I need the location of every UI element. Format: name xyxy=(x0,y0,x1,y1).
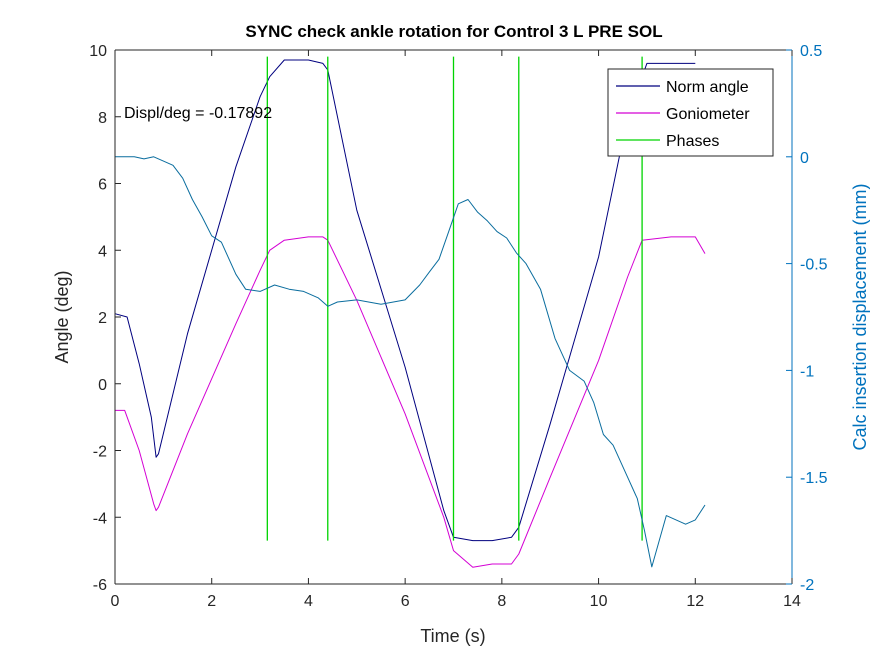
legend: Norm angle Goniometer Phases xyxy=(607,68,774,157)
y-axis-label-right: Calc insertion displacement (mm) xyxy=(850,183,870,450)
y-tick-label-left: -6 xyxy=(93,577,107,594)
y-tick-label-left: -2 xyxy=(93,444,107,461)
y-tick-label-left: 0 xyxy=(98,377,107,394)
x-tick-label: 12 xyxy=(686,593,704,610)
y-tick-label-right: -0.5 xyxy=(800,257,828,274)
legend-label-goniometer: Goniometer xyxy=(666,106,750,123)
x-tick-label: 6 xyxy=(401,593,410,610)
y-tick-label-left: 4 xyxy=(98,243,107,260)
y-tick-label-left: -4 xyxy=(93,510,107,527)
y-tick-label-right: 0.5 xyxy=(800,43,822,60)
legend-label-norm-angle: Norm angle xyxy=(666,79,749,96)
x-tick-label: 14 xyxy=(783,593,801,610)
y-tick-label-right: -1.5 xyxy=(800,470,828,487)
x-tick-label: 4 xyxy=(304,593,313,610)
legend-label-phases: Phases xyxy=(666,133,719,150)
series-line-calc-insertion-displacement xyxy=(115,156,706,568)
axes-layer: 0 2 4 6 8 10 12 14 -6 -4 -2 0 2 4 6 8 10 -2 -1.5 -1 -0.5 0 0.5 xyxy=(89,43,827,610)
y-tick-label-right: -2 xyxy=(800,577,814,594)
y-tick-label-right: 0 xyxy=(800,150,809,167)
series-line-norm-angle xyxy=(114,59,696,542)
annotation-displ-deg: Displ/deg = -0.17892 xyxy=(124,105,272,122)
y-tick-label-left: 6 xyxy=(98,177,107,194)
x-tick-label: 2 xyxy=(207,593,216,610)
x-tick-label: 0 xyxy=(111,593,120,610)
y-axis-label-left: Angle (deg) xyxy=(52,270,72,363)
y-tick-label-left: 10 xyxy=(89,43,107,60)
x-tick-label: 8 xyxy=(497,593,506,610)
x-axis-label: Time (s) xyxy=(420,626,485,646)
chart-title: SYNC check ankle rotation for Control 3 … xyxy=(245,22,662,41)
y-tick-label-left: 8 xyxy=(98,110,107,127)
x-tick-label: 10 xyxy=(590,593,608,610)
y-tick-label-left: 2 xyxy=(98,310,107,327)
y-tick-label-right: -1 xyxy=(800,363,814,380)
